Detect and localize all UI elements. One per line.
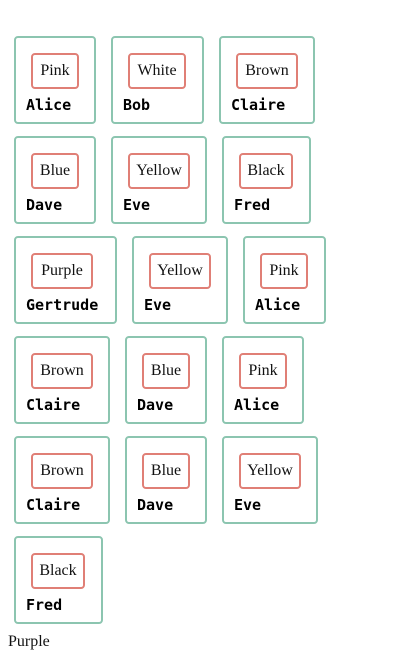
color-chip[interactable]: Yellow (239, 453, 301, 489)
card-row: Blue Dave Yellow Eve Black Fred (14, 136, 400, 224)
person-name: Dave (137, 496, 174, 514)
color-chip[interactable]: Yellow (149, 253, 211, 289)
card-row: Brown Claire Blue Dave Yellow Eve (14, 436, 400, 524)
person-name: Claire (26, 496, 81, 514)
person-card[interactable]: Brown Claire (14, 336, 110, 424)
color-chip[interactable]: Pink (239, 353, 287, 389)
person-card[interactable]: Yellow Eve (132, 236, 228, 324)
person-name: Dave (26, 196, 63, 214)
color-chip[interactable]: White (128, 53, 186, 89)
person-card[interactable]: Pink Alice (14, 36, 96, 124)
person-name: Claire (26, 396, 81, 414)
card-row: Black Fred (14, 536, 400, 624)
person-card[interactable]: Yellow Eve (111, 136, 207, 224)
color-chip[interactable]: Blue (31, 153, 79, 189)
footer-text: Purple (8, 633, 50, 650)
person-name: Claire (231, 96, 286, 114)
color-chip[interactable]: Pink (31, 53, 79, 89)
person-card[interactable]: Purple Gertrude (14, 236, 117, 324)
color-chip[interactable]: Blue (142, 353, 190, 389)
card-row: Pink Alice White Bob Brown Claire (14, 36, 400, 124)
person-name: Gertrude (26, 296, 99, 314)
color-chip[interactable]: Blue (142, 453, 190, 489)
person-card[interactable]: White Bob (111, 36, 204, 124)
card-row: Purple Gertrude Yellow Eve Pink Alice (14, 236, 400, 324)
person-name: Eve (234, 496, 262, 514)
color-chip[interactable]: Black (31, 553, 85, 589)
person-name: Fred (234, 196, 271, 214)
person-card[interactable]: Black Fred (222, 136, 311, 224)
card-row: Brown Claire Blue Dave Pink Alice (14, 336, 400, 424)
color-chip[interactable]: Black (239, 153, 293, 189)
person-name: Eve (123, 196, 151, 214)
person-card[interactable]: Blue Dave (125, 336, 207, 424)
color-chip[interactable]: Brown (31, 453, 93, 489)
person-name: Dave (137, 396, 174, 414)
person-card[interactable]: Pink Alice (243, 236, 326, 324)
person-name: Fred (26, 596, 63, 614)
person-name: Alice (26, 96, 72, 114)
person-name: Bob (123, 96, 151, 114)
color-chip[interactable]: Purple (31, 253, 93, 289)
person-name: Alice (255, 296, 301, 314)
person-card[interactable]: Blue Dave (14, 136, 96, 224)
color-chip[interactable]: Brown (31, 353, 93, 389)
person-card[interactable]: Pink Alice (222, 336, 304, 424)
person-name: Alice (234, 396, 280, 414)
card-grid: Pink Alice White Bob Brown Claire Blue D… (14, 36, 400, 636)
person-card[interactable]: Brown Claire (14, 436, 110, 524)
person-card[interactable]: Brown Claire (219, 36, 315, 124)
color-chip[interactable]: Brown (236, 53, 298, 89)
person-card[interactable]: Black Fred (14, 536, 103, 624)
person-card[interactable]: Yellow Eve (222, 436, 318, 524)
color-chip[interactable]: Pink (260, 253, 308, 289)
person-name: Eve (144, 296, 172, 314)
person-card[interactable]: Blue Dave (125, 436, 207, 524)
color-chip[interactable]: Yellow (128, 153, 190, 189)
